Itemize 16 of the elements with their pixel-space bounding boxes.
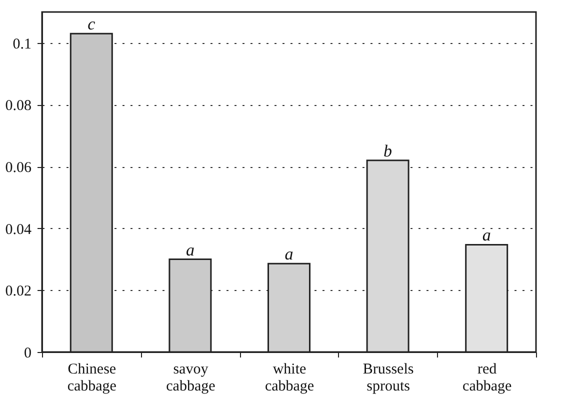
x-tick-label: Brussels sprouts — [362, 362, 414, 394]
y-tick-label: 0.1 — [12, 36, 32, 52]
y-tick-label: 0.04 — [5, 222, 32, 238]
x-tick-label: Chinese cabbage — [67, 362, 117, 394]
y-tick-label: 0.02 — [5, 284, 32, 300]
y-tick-label: 0.08 — [5, 98, 32, 114]
x-tick-label: white cabbage — [264, 362, 314, 394]
y-tick-label: 0.06 — [5, 160, 32, 176]
x-tick-label: savoy cabbage — [166, 362, 216, 394]
x-tick-label: red cabbage — [462, 362, 512, 394]
annotation: a — [482, 226, 491, 245]
annotation: a — [186, 240, 194, 260]
y-tick-label: 0 — [24, 346, 32, 362]
annotation: c — [88, 14, 96, 34]
annotation: b — [384, 141, 392, 160]
annotation: a — [284, 244, 294, 264]
